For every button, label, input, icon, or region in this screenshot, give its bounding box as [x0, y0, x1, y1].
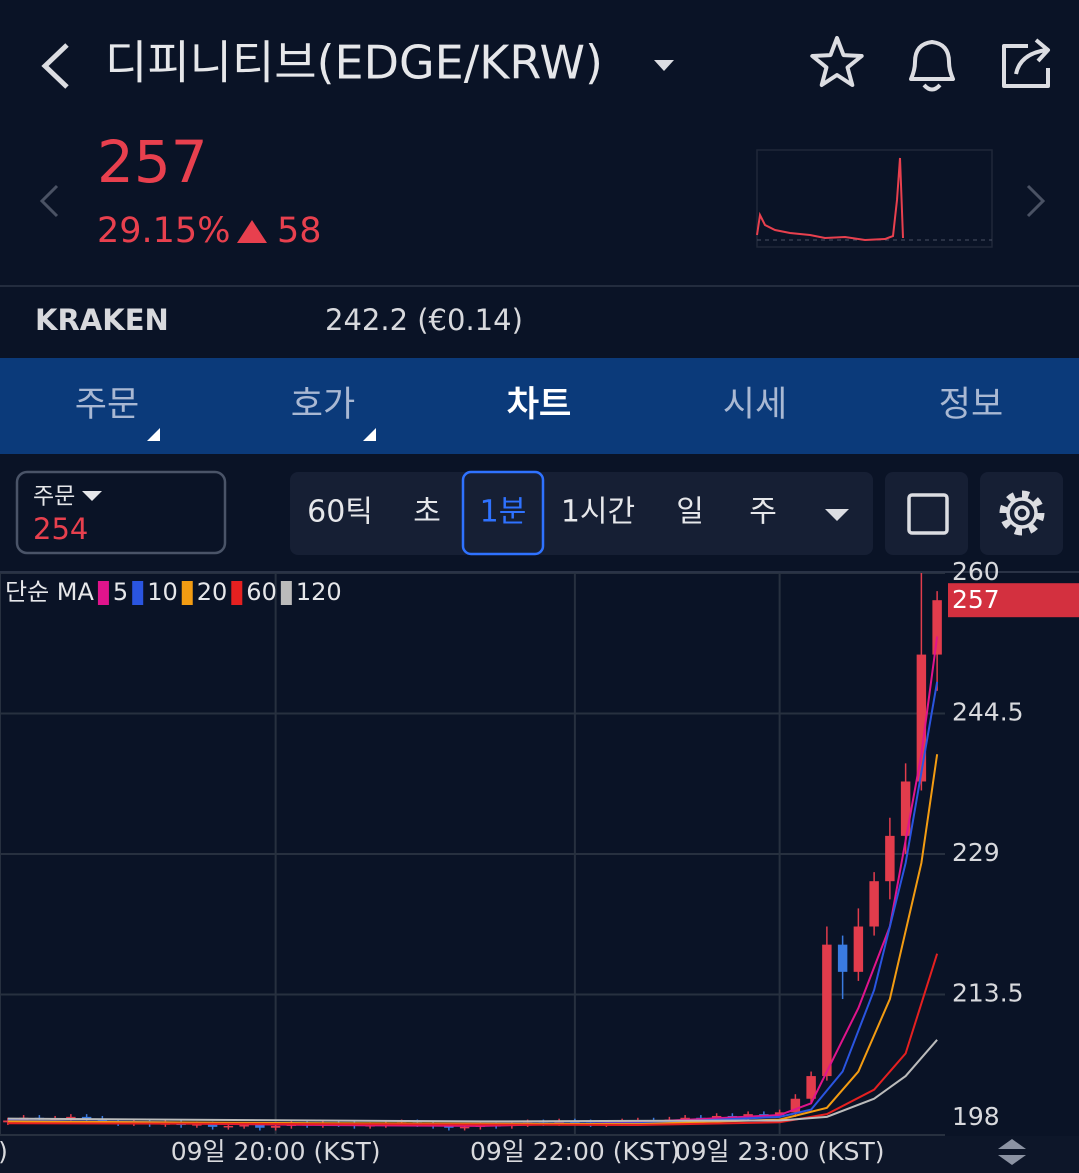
tab[interactable]: 시세: [723, 385, 787, 425]
legend-swatch: [97, 581, 109, 605]
interval-option[interactable]: 1분: [480, 495, 527, 530]
x-tick-label: 09일 20:00 (KST): [171, 1137, 381, 1166]
candle-body: [207, 1124, 218, 1127]
y-tick-label: 213.5: [952, 979, 1024, 1008]
square-icon: [907, 493, 949, 535]
share-icon[interactable]: [1002, 38, 1050, 88]
candle-body: [270, 1125, 281, 1128]
x-axis-band: [0, 1136, 1079, 1173]
back-button[interactable]: [41, 43, 69, 89]
chart: 198 213.5 229 244.5 260) 09일 20:00 (KST) 09일 2…: [0, 557, 1079, 1166]
prev-button[interactable]: [39, 184, 59, 218]
candle-body: [774, 1112, 785, 1116]
candle-body: [822, 944, 832, 1077]
tab[interactable]: 주문: [75, 385, 139, 425]
x-tick-label: ): [0, 1137, 8, 1166]
y-tick-label: 198: [952, 1102, 1000, 1131]
interval-dropdown[interactable]: [825, 509, 849, 521]
tab-indicator: [363, 428, 376, 441]
x-tick-label: 09일 23:00 (KST): [675, 1137, 885, 1166]
candle-body: [444, 1125, 454, 1128]
last-price-tag: [948, 583, 1079, 618]
candle-body: [66, 1116, 76, 1119]
tab-indicator: [147, 428, 160, 441]
change-rate: 29.15%: [97, 211, 230, 251]
candle-body: [459, 1126, 470, 1129]
x-tick-label: 09일 22:00 (KST): [470, 1137, 680, 1166]
interval-option[interactable]: 60틱: [307, 495, 373, 530]
y-tick-label: 229: [952, 838, 1000, 867]
next-button[interactable]: [1026, 184, 1046, 218]
candle-body: [853, 926, 864, 972]
candle-body: [837, 944, 848, 972]
change-amount: 58: [277, 211, 322, 251]
candle-body: [192, 1124, 202, 1126]
scale-handle[interactable]: [998, 1139, 1026, 1165]
interval-option[interactable]: 주: [749, 495, 777, 530]
legend-label: 60: [246, 578, 277, 606]
candle-body: [790, 1098, 801, 1113]
legend-label: 20: [197, 578, 228, 606]
up-arrow: [237, 220, 267, 243]
candle-body: [680, 1117, 690, 1120]
order-price: 254: [33, 512, 88, 546]
alert-icon[interactable]: [909, 40, 955, 92]
interval-option[interactable]: 초: [413, 495, 441, 530]
candle-body: [239, 1125, 249, 1127]
legend-swatch: [280, 581, 292, 605]
coin-title[interactable]: 디피니티브(EDGE/KRW): [105, 36, 603, 90]
legend-label: 120: [296, 578, 342, 606]
order-box[interactable]: [15, 470, 227, 555]
current-price: 257: [97, 128, 208, 196]
candle-body: [916, 654, 927, 782]
tab[interactable]: 정보: [939, 385, 1003, 425]
candle-body: [255, 1125, 265, 1128]
order-label: 주문: [33, 484, 75, 510]
tab[interactable]: 차트: [507, 385, 571, 425]
interval-group: [290, 472, 873, 555]
drawing-button[interactable]: [885, 472, 968, 555]
candle-body: [869, 881, 879, 927]
candle-body: [885, 835, 895, 882]
plot-area: [0, 573, 945, 1136]
interval-option[interactable]: 일: [676, 495, 704, 530]
candle-body: [743, 1114, 753, 1117]
sparkline: [756, 149, 993, 248]
candle-body: [806, 1076, 816, 1099]
y-tick-label: 244.5: [952, 698, 1024, 727]
candle-body: [81, 1116, 92, 1119]
exchange-name: KRAKEN: [35, 303, 169, 337]
settings-button[interactable]: [980, 472, 1063, 555]
legend-swatch: [132, 581, 144, 605]
ma-line: [7, 1039, 938, 1123]
interval-selected: [461, 470, 545, 556]
order-dropdown: [82, 491, 102, 501]
candle-body: [554, 1121, 564, 1124]
favorite-icon[interactable]: [810, 36, 864, 87]
legend-swatch: [231, 581, 243, 605]
y-tick-label: 260: [952, 557, 1000, 586]
legend-swatch: [181, 581, 193, 605]
last-price-label: 257: [952, 585, 1000, 614]
exchange-price: 242.2 (€0.14): [325, 303, 523, 337]
interval-option[interactable]: 1시간: [561, 495, 635, 530]
tab[interactable]: 호가: [291, 385, 355, 425]
legend-label: 10: [147, 578, 178, 606]
gear-icon: [999, 490, 1045, 536]
legend-title: 단순 MA: [5, 578, 94, 606]
candle-body: [223, 1125, 234, 1128]
candle-body: [570, 1121, 580, 1123]
title-dropdown[interactable]: [654, 60, 674, 71]
candle-body: [932, 600, 942, 655]
legend-label: 5: [113, 578, 128, 606]
candle-body: [900, 781, 911, 836]
tab-bar: [0, 358, 1079, 454]
